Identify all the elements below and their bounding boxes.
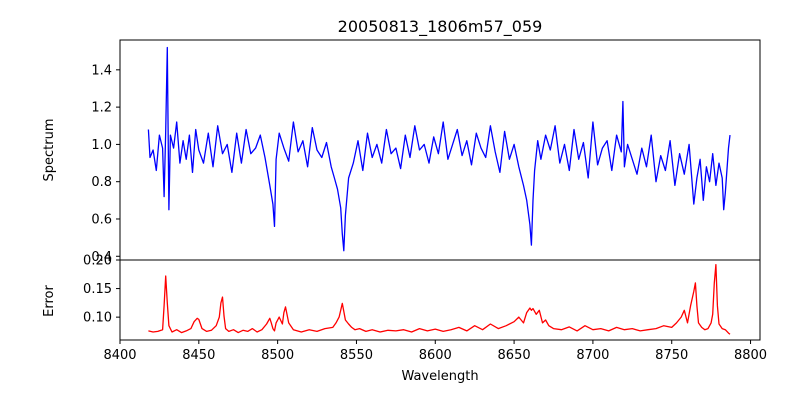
x-tick-label: 8550 — [340, 348, 373, 363]
x-tick-label: 8600 — [419, 348, 452, 363]
x-axis-label: Wavelength — [401, 369, 478, 384]
x-tick-label: 8450 — [182, 348, 215, 363]
x-tick-label: 8500 — [261, 348, 294, 363]
chart-title: 20050813_1806m57_059 — [338, 17, 543, 37]
error-y-tick-label: 0.10 — [83, 311, 112, 326]
x-ticks: 8400 8450 8500 8550 8600 8650 8700 8750 8800 — [103, 340, 767, 363]
spectrum-y-ticks: 0.4 0.6 0.8 1.0 1.2 1.4 — [91, 63, 120, 265]
error-axes-frame — [119, 259, 761, 341]
x-tick-label: 8800 — [734, 348, 767, 363]
x-tick-label: 8400 — [103, 348, 136, 363]
spectrum-y-tick-label: 0.4 — [91, 250, 112, 265]
error-y-label: Error — [42, 285, 57, 317]
spectrum-series — [147, 46, 731, 252]
error-y-tick-label: 0.20 — [83, 254, 112, 269]
error-y-ticks: 0.10 0.15 0.20 — [83, 254, 120, 326]
spectrum-y-tick-label: 0.6 — [91, 212, 112, 227]
error-y-tick-label: 0.15 — [83, 282, 112, 297]
x-tick-label: 8650 — [498, 348, 531, 363]
spectrum-y-tick-label: 1.4 — [91, 63, 112, 78]
spectrum-y-tick-label: 0.8 — [91, 175, 112, 190]
x-tick-label: 8750 — [655, 348, 688, 363]
x-tick-label: 8700 — [576, 348, 609, 363]
error-line — [148, 263, 731, 335]
error-series — [148, 263, 731, 335]
spectrum-y-label: Spectrum — [42, 119, 57, 182]
spectrum-line — [147, 46, 731, 252]
spectrum-y-tick-label: 1.0 — [91, 138, 112, 153]
spectrum-y-tick-label: 1.2 — [91, 101, 112, 116]
